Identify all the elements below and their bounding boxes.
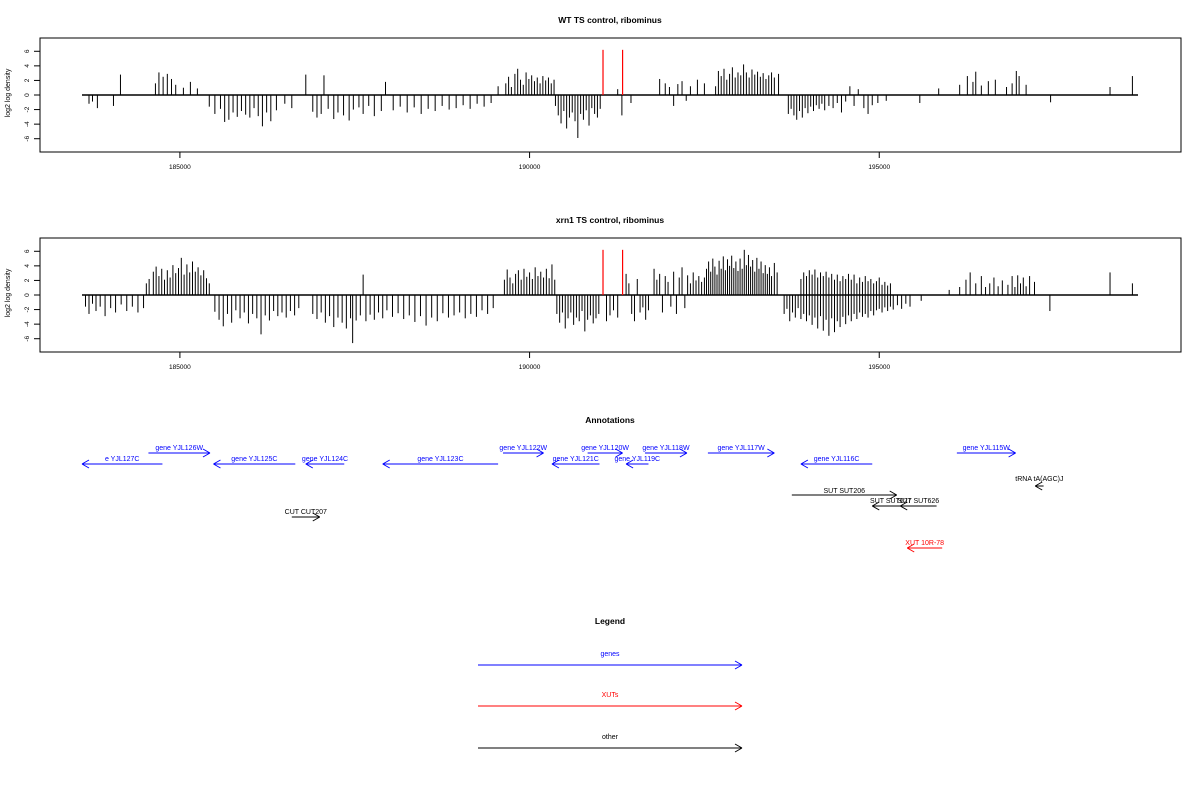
feature-arrow-head bbox=[679, 452, 688, 458]
legend-arrow-head bbox=[734, 705, 743, 711]
feature-arrow-head bbox=[213, 463, 221, 469]
feature-arrow-head bbox=[872, 501, 880, 507]
feature-arrow-head bbox=[889, 494, 897, 500]
legend-arrow-head bbox=[734, 701, 743, 707]
feature-label: SUT SUT627 bbox=[870, 498, 912, 505]
y-tick-label: -4 bbox=[24, 121, 31, 127]
y-tick-label: 6 bbox=[24, 249, 31, 253]
feature-arrow-head bbox=[906, 543, 915, 549]
feature-arrow-head bbox=[81, 463, 90, 469]
legend-arrow-head bbox=[734, 664, 743, 670]
feature-arrow-head bbox=[551, 463, 560, 469]
feature-label: gene YJL116C bbox=[814, 456, 860, 463]
feature-arrow-head bbox=[305, 463, 314, 469]
feature-arrow-head bbox=[615, 448, 623, 454]
x-tick-label: 190000 bbox=[519, 364, 541, 371]
feature-arrow-head bbox=[536, 452, 544, 458]
feature-arrow-head bbox=[872, 505, 880, 511]
feature-label: gene YJL126W bbox=[155, 445, 203, 452]
feature-label: gene YJL123C bbox=[417, 456, 463, 463]
feature-arrow-head bbox=[906, 547, 915, 553]
y-tick-label: -6 bbox=[24, 335, 31, 341]
legend-arrow-head bbox=[734, 743, 743, 749]
xrn1-track-ylabel: log2 log density bbox=[5, 268, 12, 317]
feature-arrow-head bbox=[551, 459, 560, 465]
x-tick-label: 190000 bbox=[519, 164, 541, 171]
feature-label: SUT SUT626 bbox=[898, 498, 940, 505]
feature-label: gene YJL115W bbox=[963, 445, 1011, 452]
feature-arrow-head bbox=[899, 501, 908, 507]
feature-arrow-head bbox=[202, 452, 211, 458]
y-tick-label: 0 bbox=[24, 293, 31, 297]
feature-arrow-head bbox=[767, 448, 775, 454]
feature-arrow-head bbox=[800, 459, 809, 465]
legend-arrow-head bbox=[734, 747, 743, 753]
xrn1-track-title: xrn1 TS control, ribominus bbox=[556, 215, 664, 225]
y-tick-label: -4 bbox=[24, 321, 31, 327]
annotations-panel: Annotations e YJL127C gene YJL126W gene YJ… bbox=[81, 415, 1064, 553]
feature-arrow-head bbox=[213, 459, 221, 465]
legend-label: genes bbox=[600, 651, 620, 658]
y-tick-label: 6 bbox=[24, 49, 31, 53]
feature-arrow-head bbox=[536, 448, 544, 454]
feature-label: gene YJL119C bbox=[614, 456, 660, 463]
feature-arrow-head bbox=[625, 459, 634, 465]
feature-label: tRNA tA(AGC)J bbox=[1015, 476, 1063, 483]
feature-arrow-head bbox=[889, 490, 897, 496]
feature-label: e YJL127C bbox=[105, 456, 140, 463]
feature-label: gene YJL122W bbox=[499, 445, 547, 452]
feature-label: gene YJL118W bbox=[642, 445, 690, 452]
legend-arrow-head bbox=[734, 660, 743, 666]
feature-label: SUT SUT206 bbox=[824, 488, 866, 495]
wt-track-panel: WT TS control, ribominus log2 log densit… bbox=[5, 15, 1182, 171]
x-tick-label: 195000 bbox=[868, 364, 890, 371]
feature-arrow-head bbox=[312, 516, 321, 522]
feature-arrow-head bbox=[312, 512, 321, 518]
feature-label: CUT CUT207 bbox=[285, 509, 327, 516]
y-tick-label: 4 bbox=[24, 264, 31, 268]
y-tick-label: -6 bbox=[24, 135, 31, 141]
y-tick-label: -2 bbox=[24, 106, 31, 112]
feature-arrow-head bbox=[382, 459, 390, 465]
y-tick-label: -2 bbox=[24, 306, 31, 312]
annotations-title: Annotations bbox=[585, 415, 635, 425]
feature-label: gene YJL121C bbox=[553, 456, 599, 463]
feature-arrow-head bbox=[81, 459, 90, 465]
feature-arrow-head bbox=[615, 452, 623, 458]
feature-label: gene YJL124C bbox=[302, 456, 348, 463]
feature-label: gene YJL117W bbox=[718, 445, 766, 452]
legend-label: XUTs bbox=[602, 692, 619, 699]
feature-arrow-head bbox=[679, 448, 688, 454]
x-tick-label: 185000 bbox=[169, 364, 191, 371]
wt-track-title: WT TS control, ribominus bbox=[558, 15, 662, 25]
feature-arrow-head bbox=[382, 463, 390, 469]
feature-arrow-head bbox=[305, 459, 314, 465]
y-tick-label: 2 bbox=[24, 278, 31, 282]
x-tick-label: 185000 bbox=[169, 164, 191, 171]
xrn1-track-panel: xrn1 TS control, ribominus log2 log dens… bbox=[5, 215, 1182, 371]
y-tick-label: 0 bbox=[24, 93, 31, 97]
y-tick-label: 4 bbox=[24, 64, 31, 68]
feature-arrow-head bbox=[800, 463, 809, 469]
legend-panel: Legend genes XUTs other bbox=[478, 616, 743, 753]
feature-arrow-head bbox=[767, 452, 775, 458]
feature-label: XUT 10R-78 bbox=[905, 540, 944, 547]
legend-label: other bbox=[602, 734, 619, 741]
feature-arrow-head bbox=[1034, 481, 1043, 487]
feature-label: gene YJL120W bbox=[581, 445, 629, 452]
wt-track-ylabel: log2 log density bbox=[5, 68, 12, 117]
feature-arrow-head bbox=[625, 463, 634, 469]
feature-arrow-head bbox=[1008, 452, 1016, 458]
feature-arrow-head bbox=[1008, 448, 1016, 454]
x-tick-label: 195000 bbox=[868, 164, 890, 171]
legend-title: Legend bbox=[595, 616, 625, 626]
feature-arrow-head bbox=[202, 448, 211, 454]
feature-arrow-head bbox=[1034, 485, 1043, 491]
feature-arrow-head bbox=[899, 505, 908, 511]
y-tick-label: 2 bbox=[24, 78, 31, 82]
feature-label: gene YJL125C bbox=[231, 456, 277, 463]
